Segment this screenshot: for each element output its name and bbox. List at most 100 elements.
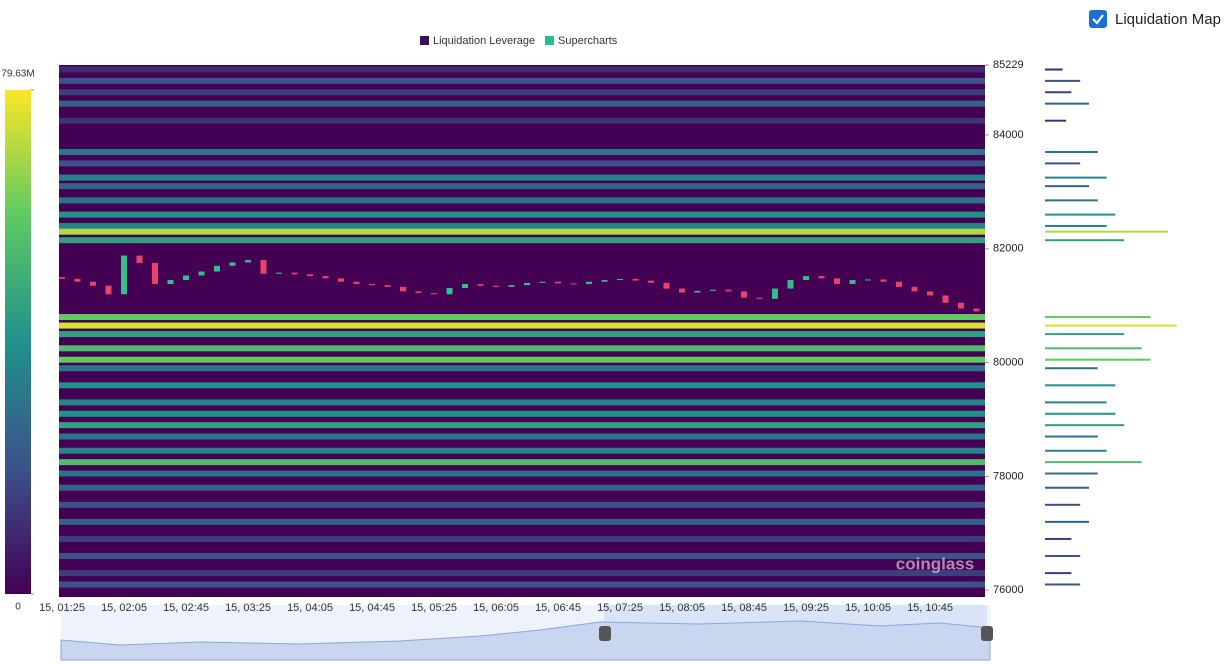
candle: [353, 281, 360, 285]
candle: [198, 271, 205, 276]
candle: [229, 262, 236, 266]
profile-bar: [1045, 486, 1089, 489]
x-tick-label: 15, 04:45: [349, 602, 395, 614]
candle: [260, 260, 267, 274]
x-tick-label: 15, 10:05: [845, 602, 891, 614]
heat-band: [59, 410, 985, 417]
candle: [400, 286, 406, 292]
candle: [524, 282, 530, 286]
profile-bar: [1045, 583, 1081, 586]
profile-bar: [1045, 572, 1072, 575]
candle: [369, 284, 375, 286]
heat-band: [59, 470, 985, 477]
heat-band: [59, 553, 985, 560]
x-tick-label: 15, 10:45: [907, 602, 953, 614]
candle: [849, 280, 856, 285]
x-tick-label: 15, 02:05: [101, 602, 147, 614]
x-tick-label: 15, 08:45: [721, 602, 767, 614]
profile-bar: [1045, 461, 1142, 464]
profile-bar: [1045, 358, 1151, 361]
legend-label: Liquidation Leverage: [433, 35, 535, 47]
plot-background: [59, 65, 985, 597]
candle: [973, 308, 980, 312]
candle: [663, 282, 670, 289]
candle: [121, 255, 127, 295]
navigator-handle[interactable]: [981, 626, 993, 641]
heat-band: [59, 197, 985, 204]
profile-bar: [1045, 367, 1098, 370]
legend-swatch: [420, 36, 429, 45]
candle: [431, 293, 437, 295]
heat-band: [59, 174, 985, 181]
heat-band: [59, 433, 985, 440]
candle: [245, 260, 251, 263]
profile-bar: [1045, 503, 1081, 506]
heat-band: [59, 314, 985, 321]
heat-band: [59, 228, 985, 235]
heat-band: [59, 484, 985, 491]
profile-bar: [1045, 324, 1177, 327]
heat-band: [59, 100, 985, 107]
candle: [927, 291, 933, 296]
heat-band: [59, 518, 985, 525]
x-tick-label: 15, 06:05: [473, 602, 519, 614]
candle: [74, 278, 81, 282]
candle: [59, 277, 65, 279]
candle: [880, 279, 887, 282]
heat-band: [59, 345, 985, 352]
candle: [291, 272, 298, 275]
profile-bar: [1045, 472, 1098, 475]
profile-bar: [1045, 224, 1107, 227]
navigator-handle[interactable]: [599, 626, 611, 641]
candle: [710, 289, 716, 291]
profile-bar: [1045, 79, 1081, 82]
profile-bar: [1045, 239, 1125, 242]
heat-band: [59, 570, 985, 577]
heat-band: [59, 237, 985, 244]
candle: [632, 278, 639, 281]
heat-band: [59, 331, 985, 338]
check-icon: [1092, 14, 1104, 25]
liquidation-map-toggle[interactable]: Liquidation Map: [1089, 10, 1221, 28]
colorbar: [5, 90, 31, 594]
x-tick-label: 15, 07:25: [597, 602, 643, 614]
heat-band: [59, 183, 985, 190]
heat-band: [59, 66, 985, 73]
candle: [136, 255, 143, 263]
profile-bar: [1045, 151, 1098, 154]
candle: [741, 291, 747, 298]
colorbar-label: 0: [15, 602, 21, 613]
candle: [803, 276, 809, 281]
profile-bar: [1045, 176, 1107, 179]
profile-bar: [1045, 537, 1072, 540]
candle: [942, 295, 949, 303]
heat-band: [59, 222, 985, 229]
heat-band: [59, 422, 985, 429]
candle: [183, 275, 189, 281]
x-tick-label: 15, 08:05: [659, 602, 705, 614]
checkbox[interactable]: [1089, 10, 1107, 28]
y-tick-label: 85229: [993, 59, 1024, 71]
candle: [508, 285, 515, 287]
profile-bar: [1045, 199, 1098, 202]
navigator-line: [60, 620, 991, 661]
profile-bar: [1045, 68, 1063, 71]
x-tick-label: 15, 06:45: [535, 602, 581, 614]
candle: [167, 280, 174, 285]
y-tick-label: 80000: [993, 356, 1024, 368]
x-tick-label: 15, 04:05: [287, 602, 333, 614]
candle: [152, 262, 158, 285]
candle: [586, 281, 592, 285]
candle: [322, 276, 329, 279]
candle: [601, 280, 608, 282]
profile-bar: [1045, 449, 1107, 452]
heat-band: [59, 77, 985, 84]
candle: [493, 285, 499, 287]
heat-band: [59, 211, 985, 218]
y-tick-label: 84000: [993, 129, 1024, 141]
candle: [462, 284, 468, 289]
candle: [276, 272, 282, 274]
x-tick-label: 15, 03:25: [225, 602, 271, 614]
x-tick-label: 15, 09:25: [783, 602, 829, 614]
